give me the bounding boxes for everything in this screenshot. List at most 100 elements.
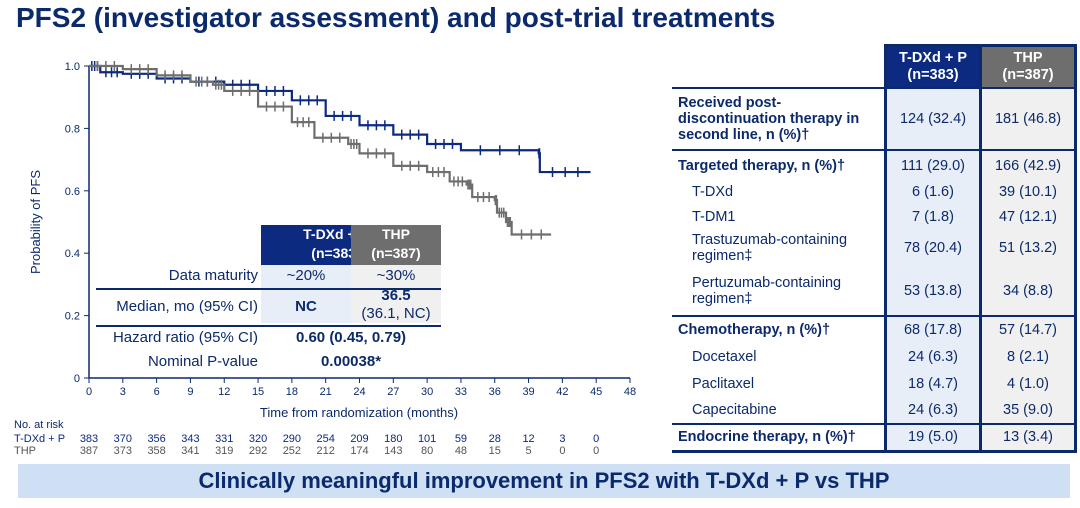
tdxd-value: 24 (6.3) (884, 397, 982, 424)
x-tick-label: 33 (455, 386, 467, 398)
risk-count: 0 (593, 433, 600, 445)
x-tick-label: 39 (522, 386, 534, 398)
inset-hr-label: Hazard ratio (95% CI) (112, 329, 258, 346)
inset-h2: THP (382, 226, 410, 242)
table-row: Targeted therapy, n (%)† 111 (29.0) 166 (4… (672, 149, 1077, 180)
risk-count: 320 (248, 433, 268, 445)
tdxd-value: 19 (5.0) (884, 423, 982, 453)
risk-count: 80 (421, 445, 434, 457)
row-label: Received post-discontinuation therapy in… (672, 87, 886, 150)
row-label: Capecitabine (692, 402, 777, 418)
y-tick-label: 1.0 (65, 61, 80, 73)
thp-value: 4 (1.0) (980, 371, 1077, 397)
table-row: Chemotherapy, n (%)† 68 (17.8) 57 (14.7) (672, 315, 1077, 343)
row-label: Endocrine therapy, n (%)† (672, 423, 886, 453)
risk-count: 174 (350, 445, 369, 457)
no-at-risk-label: No. at risk (14, 419, 64, 431)
table-header-thp: THP (n=387) (980, 44, 1077, 88)
risk-count: 331 (215, 433, 234, 445)
x-tick-label: 21 (320, 386, 332, 398)
th1: T-DXd + P (898, 50, 968, 66)
axes: 0 3 6 9 12 15 18 21 24 27 30 33 36 39 42 45 4800.20.40.6… (65, 61, 636, 398)
x-tick-label: 3 (120, 386, 126, 398)
risk-count: 5 (525, 445, 532, 457)
tdxd-value: 124 (32.4) (884, 87, 982, 150)
tdxd-value: 7 (1.8) (884, 203, 982, 230)
row-label: Trastuzumab-containing regimen‡ (692, 232, 848, 264)
table-row: Trastuzumab-containing regimen‡ 78 (20.4)… (672, 230, 1077, 266)
y-tick-label: 0.8 (65, 123, 80, 135)
risk-count: 319 (215, 445, 234, 457)
thp-value: 13 (3.4) (980, 423, 1077, 453)
th1n: (n=383) (907, 67, 959, 83)
risk-count: 373 (113, 445, 132, 457)
thp-value: 166 (42.9) (980, 149, 1077, 180)
risk-count: 59 (454, 433, 468, 445)
inset-median-tdxd: NC (295, 298, 317, 315)
inset-hr-value: 0.60 (0.45, 0.79) (295, 329, 407, 346)
thp-value: 34 (8.8) (980, 266, 1077, 316)
inset-data-maturity-thp: ~30% (376, 267, 416, 284)
y-tick-label: 0.6 (65, 186, 80, 198)
risk-count: 358 (147, 445, 166, 457)
thp-value: 8 (2.1) (980, 343, 1077, 371)
x-axis-label: Time from randomization (months) (260, 405, 458, 420)
risk-count: 343 (181, 433, 200, 445)
risk-count: 387 (79, 445, 99, 457)
tdxd-value: 18 (4.7) (884, 371, 982, 397)
y-axis-label: Probability of PFS (28, 170, 43, 274)
risk-count: 48 (454, 445, 468, 457)
inset-data-maturity-tdxd: ~20% (286, 267, 326, 284)
risk-count: 12 (522, 433, 535, 445)
tdxd-value: 68 (17.8) (884, 315, 982, 343)
x-tick-label: 15 (252, 386, 264, 398)
table-row: Received post-discontinuation therapy in… (672, 87, 1077, 150)
risk-count: 370 (113, 433, 132, 445)
risk-count: 101 (417, 433, 437, 445)
x-tick-label: 6 (154, 386, 160, 398)
row-label: Targeted therapy, n (%)† (672, 149, 886, 180)
tdxd-value: 53 (13.8) (884, 266, 982, 316)
risk-count: 252 (282, 445, 302, 457)
inset-data-maturity-label: Data maturity (168, 267, 258, 284)
th2: THP (1013, 50, 1043, 66)
risk-count: 3 (559, 433, 566, 445)
x-tick-label: 42 (556, 386, 568, 398)
risk-count: 254 (316, 433, 335, 445)
risk-arm1-label: T-DXd + P (14, 433, 66, 445)
page-title: PFS2 (investigator assessment) and post-… (16, 2, 776, 33)
inset-h2n: (n=387) (371, 245, 421, 261)
km-chart: 0 3 6 9 12 15 18 21 24 27 30 33 36 39 42 45 4800.20.40.6… (28, 61, 636, 420)
x-tick-label: 24 (353, 386, 365, 398)
x-tick-label: 45 (590, 386, 602, 398)
thp-value: 181 (46.8) (980, 87, 1077, 150)
table-row: Pertuzumab-containing regimen‡ 53 (13.8) 3… (672, 266, 1077, 316)
thp-value: 57 (14.7) (980, 315, 1077, 343)
th2n: (n=387) (1002, 67, 1054, 83)
table-row: T-DXd 6 (1.6) 39 (10.1) (672, 180, 1077, 203)
row-label: T-DM1 (692, 208, 736, 225)
risk-count: 0 (593, 445, 600, 457)
x-tick-label: 48 (624, 386, 636, 398)
thp-value: 47 (12.1) (980, 203, 1077, 230)
curves (89, 61, 591, 240)
row-label: Paclitaxel (692, 376, 755, 392)
risk-count: 383 (79, 433, 99, 445)
tdxd-value: 111 (29.0) (884, 149, 982, 180)
inset-p-label: Nominal P-value (147, 353, 258, 370)
x-tick-label: 27 (387, 386, 399, 398)
x-tick-label: 30 (421, 386, 433, 398)
x-tick-label: 12 (218, 386, 230, 398)
risk-count: 15 (488, 445, 501, 457)
risk-count: 180 (384, 433, 403, 445)
risk-arm2-label: THP (14, 445, 36, 457)
table-row: T-DM1 7 (1.8) 47 (12.1) (672, 203, 1077, 230)
risk-count: 143 (384, 445, 403, 457)
thp-value: 51 (13.2) (980, 230, 1077, 266)
row-label: Chemotherapy, n (%)† (672, 315, 886, 343)
tdxd-value: 78 (20.4) (884, 230, 982, 266)
tdxd-value: 6 (1.6) (884, 180, 982, 203)
x-tick-label: 18 (286, 386, 298, 398)
inset-median-label: Median, mo (95% CI) (116, 298, 258, 315)
table-row: Paclitaxel 18 (4.7) 4 (1.0) (672, 371, 1077, 397)
